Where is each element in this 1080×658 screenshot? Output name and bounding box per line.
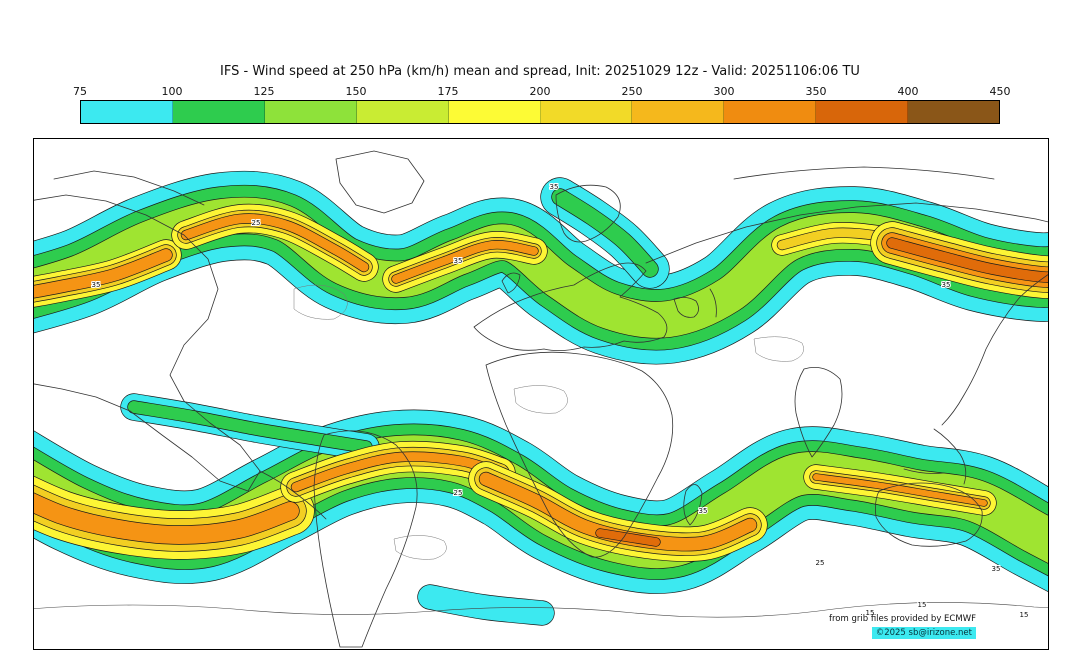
wind-speed-map: 35 25 35 35 35 25 35 25 35 15 15 15 [34, 150, 1048, 648]
n-core-west-orange [34, 249, 172, 298]
coast-europe [473, 262, 668, 351]
scandinavia-lobe-green [552, 189, 658, 277]
colorbar-tick-labels: 75 100 125 150 175 200 250 300 350 400 450 [73, 85, 1011, 98]
contour-label: 35 [699, 507, 708, 515]
spread-contour-2 [513, 385, 568, 414]
colorbar-segment [264, 101, 357, 123]
coast-central-america [259, 470, 327, 520]
colorbar-segment [724, 101, 817, 123]
coast-asia-north [645, 202, 1048, 264]
colorbar-segment [816, 101, 909, 123]
s-core-east-orange [813, 474, 987, 506]
contour-labels-layer: 35 25 35 35 35 25 35 25 35 15 15 15 [91, 182, 1030, 620]
contour-label: 35 [454, 257, 463, 265]
n-core-pacific-deep [887, 238, 1048, 283]
colorbar-tick: 100 [161, 85, 183, 98]
coast-black-caspian-sea [673, 288, 717, 318]
s-core-mid1-orange [291, 452, 505, 492]
coast-southeast-asia [933, 428, 967, 485]
spread-contour-3 [753, 336, 804, 362]
colorbar-tick: 75 [73, 85, 87, 98]
attribution-line1: from grib files provided by ECMWF [829, 614, 976, 624]
map-title: IFS - Wind speed at 250 hPa (km/h) mean … [220, 64, 860, 79]
attribution: from grib files provided by ECMWF ©2025 … [829, 614, 976, 639]
colorbar-tick: 400 [897, 85, 919, 98]
colorbar-tick: 150 [345, 85, 367, 98]
coast-india [794, 366, 843, 458]
coast-australia [875, 482, 983, 547]
colorbar [80, 100, 1000, 124]
s-core-mid2-deep-deep [596, 529, 660, 546]
contour-label: 15 [1020, 611, 1029, 619]
contour-label: 35 [550, 183, 559, 191]
tropical-streak-green [128, 401, 372, 453]
contour-label: 15 [918, 601, 927, 609]
colorbar-tick: 250 [621, 85, 643, 98]
contour-label: 25 [816, 559, 825, 567]
colorbar-segment [540, 101, 633, 123]
colorbar-tick: 300 [713, 85, 735, 98]
spread-contour-4 [393, 535, 447, 560]
south-atlantic-patch-cyan [418, 585, 554, 625]
s-core-west-orange [34, 493, 299, 544]
coast-arctic-east [733, 166, 995, 180]
n-core-crest-orange [181, 214, 369, 272]
colorbar-tick: 125 [253, 85, 275, 98]
contour-label: 25 [454, 489, 463, 497]
colorbar-tick: 200 [529, 85, 551, 98]
coast-asia-east [941, 274, 1048, 426]
spread-contour-1 [293, 284, 348, 320]
coastlines-layer [34, 150, 1048, 648]
colorbar-segment [81, 101, 173, 123]
n-core-mid-orange [392, 240, 538, 283]
attribution-line2: ©2025 sb@irizone.net [871, 627, 976, 639]
coast-greenland [335, 150, 425, 214]
coast-indonesia [903, 468, 945, 474]
colorbar-segment [908, 101, 1000, 123]
contour-label: 25 [252, 219, 261, 227]
coast-arctic-west [53, 170, 205, 206]
colorbar-tick: 450 [989, 85, 1011, 98]
colorbar-tick: 350 [805, 85, 827, 98]
map-canvas: 35 25 35 35 35 25 35 25 35 15 15 15 from grib files… [33, 138, 1049, 650]
coast-madagascar [683, 484, 703, 526]
contour-label: 35 [992, 565, 1001, 573]
coast-north-america [34, 194, 261, 492]
coast-south-america [313, 430, 418, 648]
contour-label: 35 [92, 281, 101, 289]
spread-contour-south [34, 602, 1048, 618]
colorbar-segment [632, 101, 725, 123]
contour-label: 15 [866, 609, 875, 617]
wind-bands-layer [34, 170, 1048, 626]
colorbar-segment [356, 101, 449, 123]
coast-africa [485, 351, 674, 558]
coast-british-isles [501, 272, 521, 294]
colorbar-tick: 175 [437, 85, 459, 98]
coast-scandinavia [555, 184, 621, 243]
colorbar-segment [172, 101, 265, 123]
contour-label: 35 [942, 281, 951, 289]
colorbar-segment [448, 101, 541, 123]
